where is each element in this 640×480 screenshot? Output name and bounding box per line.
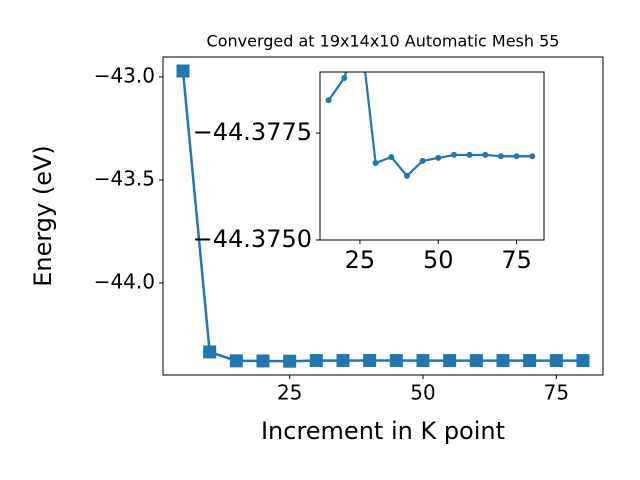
marker (363, 353, 377, 367)
marker (469, 354, 483, 368)
marker (513, 153, 520, 160)
marker (341, 74, 348, 81)
axes-frame (319, 71, 545, 241)
marker (576, 354, 590, 368)
marker (256, 354, 270, 368)
marker (372, 160, 379, 167)
marker (229, 354, 243, 368)
chart-title: Converged at 19x14x10 Automatic Mesh 55 (207, 32, 560, 51)
x-tick-label: 50 (410, 381, 435, 405)
marker (203, 345, 217, 359)
y-axis-label: Energy (eV) (29, 145, 57, 287)
marker (419, 157, 426, 164)
x-tick-label: 75 (501, 246, 532, 274)
marker (496, 354, 510, 368)
x-tick-label: 25 (345, 246, 376, 274)
y-tick-label: −43.0 (94, 63, 155, 87)
x-tick-label: 25 (277, 381, 302, 405)
x-tick-label: 75 (544, 381, 569, 405)
marker (523, 354, 537, 368)
marker (336, 354, 350, 368)
marker (549, 354, 563, 368)
marker (466, 151, 473, 158)
y-tick-label: −44.0 (94, 269, 155, 293)
marker (416, 354, 430, 368)
plot-area (325, 72, 536, 179)
y-tick-label: −43.5 (94, 166, 155, 190)
marker (403, 172, 410, 179)
marker (309, 354, 323, 368)
marker (388, 154, 395, 161)
x-axis-label: Increment in K point (261, 417, 505, 445)
series-line (181, 70, 583, 363)
marker (283, 354, 297, 368)
axes-frame (162, 56, 604, 376)
marker (529, 153, 536, 160)
marker (435, 154, 442, 161)
marker (482, 151, 489, 158)
y-tick-label: −44.3775 (193, 118, 312, 146)
marker (389, 354, 403, 368)
marker (325, 97, 332, 104)
x-tick-label: 50 (423, 246, 454, 274)
marker (497, 153, 504, 160)
y-tick-label: −44.3750 (193, 225, 312, 253)
marker (443, 354, 457, 368)
plot-area (176, 64, 590, 368)
marker (176, 64, 190, 78)
marker (450, 151, 457, 158)
